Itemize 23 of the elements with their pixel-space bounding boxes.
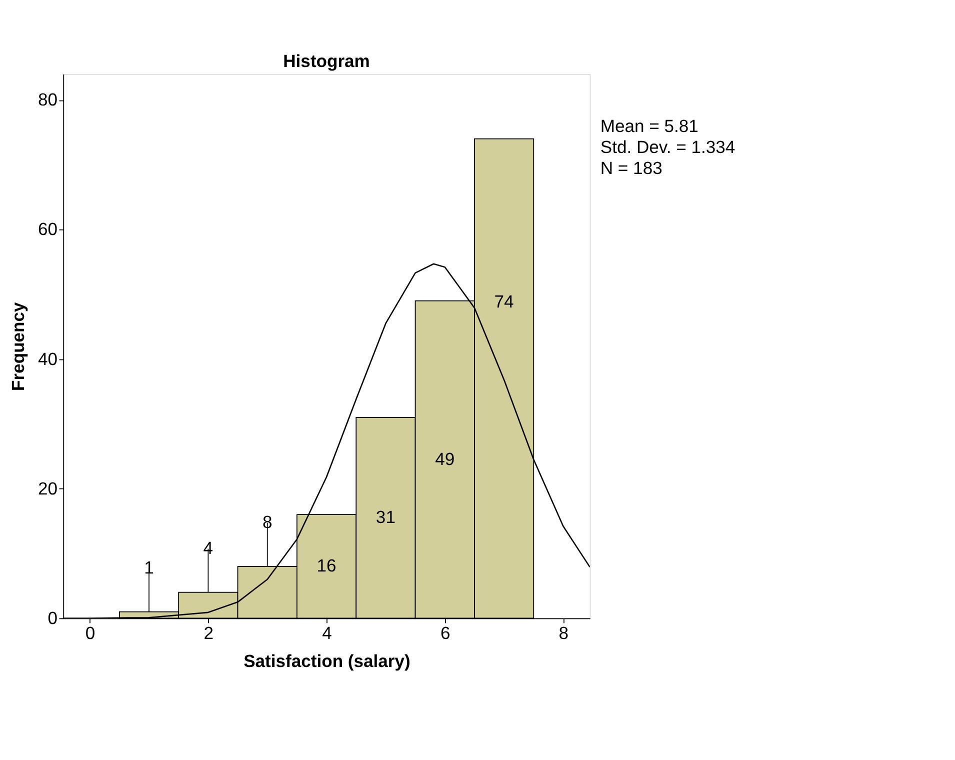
data-label: 4 bbox=[203, 538, 214, 558]
x-axis-title: Satisfaction (salary) bbox=[244, 650, 410, 671]
data-label: 31 bbox=[376, 507, 396, 528]
data-label: 74 bbox=[494, 291, 514, 312]
y-axis-title: Frequency bbox=[8, 302, 28, 391]
y-tick-label: 60 bbox=[38, 219, 58, 240]
text: Std. Dev. = 1.334 bbox=[600, 137, 736, 158]
y-tick-label: 0 bbox=[48, 608, 58, 628]
text: Mean = 5.81 bbox=[600, 116, 698, 136]
text: N = 183 bbox=[600, 158, 662, 178]
x-tick-label: 8 bbox=[558, 622, 569, 643]
x-tick-label: 6 bbox=[440, 622, 450, 643]
data-label: 8 bbox=[262, 512, 272, 532]
data-label: 1 bbox=[144, 557, 154, 578]
x-tick-label: 2 bbox=[204, 622, 214, 643]
chart-title: Histogram bbox=[283, 51, 370, 72]
x-tick-label: 4 bbox=[322, 622, 332, 643]
y-tick-label: 20 bbox=[38, 478, 58, 498]
data-label: 49 bbox=[435, 448, 455, 469]
x-tick-label: 0 bbox=[85, 622, 96, 643]
y-tick-label: 40 bbox=[38, 348, 58, 369]
y-tick-label: 80 bbox=[38, 90, 58, 110]
data-label: 16 bbox=[316, 556, 336, 576]
